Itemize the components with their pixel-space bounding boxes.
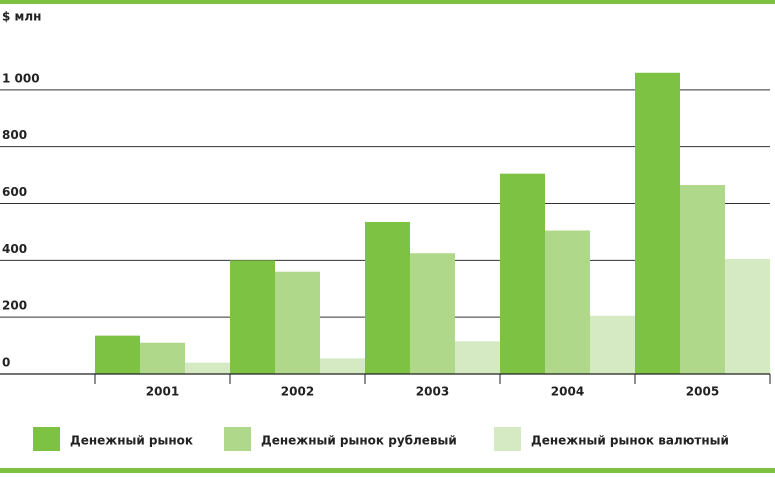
legend-label: Денежный рынок рублевый xyxy=(261,434,457,448)
x-tick-label: 2005 xyxy=(686,385,719,399)
bar xyxy=(680,185,725,374)
bar xyxy=(320,358,365,374)
y-tick-label: 200 xyxy=(2,299,27,313)
bar xyxy=(410,253,455,374)
bar xyxy=(455,341,500,374)
y-tick-label: 600 xyxy=(2,185,27,199)
x-tick-label: 2004 xyxy=(551,385,584,399)
bar xyxy=(185,362,230,374)
y-axis-label: $ млн xyxy=(2,10,41,24)
x-tick-label: 2003 xyxy=(416,385,449,399)
bottom-border xyxy=(0,468,775,473)
bar xyxy=(275,271,320,374)
bar xyxy=(140,342,185,374)
y-tick-label: 0 xyxy=(2,356,10,370)
legend-swatch xyxy=(494,427,521,451)
bar xyxy=(500,173,545,374)
bar xyxy=(590,315,635,374)
bar xyxy=(95,335,140,374)
x-tick-label: 2002 xyxy=(281,385,314,399)
y-tick-label: 800 xyxy=(2,128,27,142)
x-tick-label: 2001 xyxy=(146,385,179,399)
legend-swatch xyxy=(224,427,251,451)
bar xyxy=(230,260,275,374)
legend-label: Денежный рынок валютный xyxy=(531,434,729,448)
bar xyxy=(365,221,410,374)
y-tick-label: 1 000 xyxy=(2,71,40,85)
legend-label: Денежный рынок xyxy=(70,434,193,448)
bar xyxy=(545,230,590,374)
top-border xyxy=(0,0,775,4)
bar xyxy=(725,258,770,374)
y-tick-label: 400 xyxy=(2,242,27,256)
legend-swatch xyxy=(33,427,60,451)
bar xyxy=(635,72,680,375)
